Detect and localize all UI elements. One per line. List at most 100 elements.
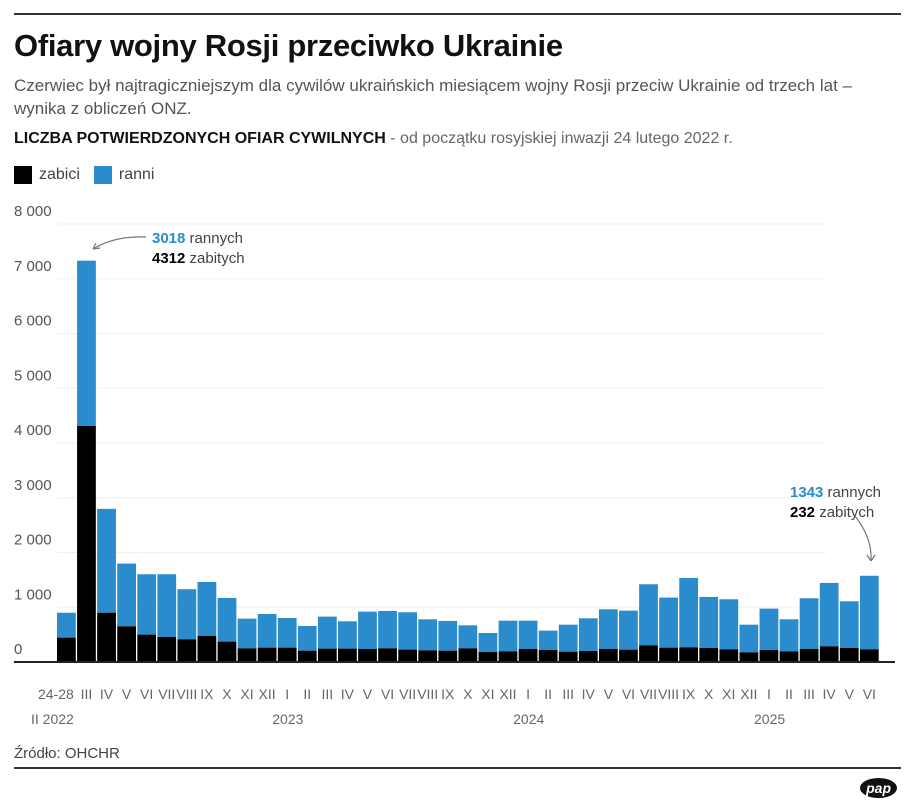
bar-killed — [137, 634, 157, 662]
arrowhead-icon — [92, 242, 101, 250]
bar-injured — [257, 613, 277, 648]
x-tick-label: IX — [682, 686, 696, 702]
x-tick-label: III — [81, 686, 93, 702]
bar-killed — [77, 425, 96, 662]
x-tick-label: V — [122, 686, 132, 702]
annotation-killed-value: 232 — [790, 504, 815, 521]
x-tick-label: I — [767, 686, 771, 702]
y-tick-label: 3 000 — [14, 477, 52, 494]
x-tick-label: V — [845, 686, 855, 702]
bar-killed — [317, 648, 337, 662]
bar-killed — [558, 651, 578, 662]
bar-killed — [257, 647, 277, 662]
x-tick-label: I — [526, 686, 530, 702]
bar-injured — [97, 508, 116, 613]
annotation-injured: 3018 rannych — [152, 230, 243, 247]
bar-injured — [398, 612, 418, 650]
bar-killed — [398, 649, 418, 662]
bottom-rule — [14, 767, 901, 769]
section-heading: LICZBA POTWIERDZONYCH OFIAR CYWILNYCH - … — [14, 130, 733, 148]
bar-killed — [297, 650, 317, 662]
year-label: II 2022 — [31, 711, 74, 727]
chart-subtitle: Czerwiec był najtragiczniejszym dla cywi… — [14, 76, 852, 118]
x-tick-label: II — [303, 686, 311, 702]
x-tick-label: VII — [158, 686, 175, 702]
bar-injured — [759, 608, 779, 651]
bar-injured — [839, 601, 859, 648]
bar-killed — [739, 652, 759, 662]
section-heading-bold: LICZBA POTWIERDZONYCH OFIAR CYWILNYCH — [14, 130, 386, 147]
bar-injured — [719, 599, 739, 650]
y-tick-label: 2 000 — [14, 532, 52, 549]
bar-injured — [217, 597, 237, 642]
bar-killed — [438, 650, 458, 662]
bar-injured — [799, 598, 819, 649]
x-tick-label: XI — [722, 686, 735, 702]
chart-title: Ofiary wojny Rosji przeciwko Ukrainie — [14, 28, 563, 63]
bar-killed — [659, 647, 678, 662]
bar-killed — [57, 637, 76, 662]
x-tick-label: III — [322, 686, 334, 702]
legend: zabici ranni — [14, 166, 154, 184]
bar-killed — [799, 648, 819, 662]
x-tick-label: XI — [240, 686, 253, 702]
bar-killed — [177, 639, 197, 662]
arrowhead-icon — [866, 554, 876, 562]
bar-injured — [478, 632, 498, 652]
y-tick-label: 5 000 — [14, 367, 52, 384]
legend-swatch-injured — [93, 166, 112, 184]
bar-injured — [418, 619, 438, 651]
annotation-arrow — [854, 515, 872, 562]
y-tick-label: 4 000 — [14, 422, 52, 439]
bar-injured — [819, 582, 839, 647]
x-tick-label: 24-28 — [38, 686, 74, 702]
y-tick-label: 0 — [14, 641, 22, 658]
x-tick-label: IX — [441, 686, 455, 702]
bar-injured — [277, 617, 297, 648]
bar-killed — [237, 648, 257, 662]
legend-swatch-killed — [14, 166, 32, 184]
x-tick-label: VII — [399, 686, 416, 702]
bar-injured — [157, 574, 177, 637]
y-tick-label: 1 000 — [14, 586, 52, 603]
bar-injured — [639, 584, 658, 646]
bar-injured — [57, 612, 76, 638]
annotation-killed-text: zabitych — [815, 504, 874, 521]
bar-killed — [859, 649, 879, 662]
bar-injured — [619, 610, 638, 650]
x-tick-label: II — [785, 686, 793, 702]
annotation-injured-value: 3018 — [152, 230, 185, 247]
bar-injured — [338, 621, 357, 649]
x-tick-label: VI — [863, 686, 876, 702]
bar-injured — [177, 589, 197, 640]
x-tick-label: X — [463, 686, 473, 702]
bar-killed — [478, 651, 498, 662]
bar-injured — [518, 620, 538, 649]
x-tick-label: IV — [582, 686, 596, 702]
bar-killed — [578, 650, 598, 662]
annotation-injured-value: 1343 — [790, 484, 823, 501]
bar-injured — [779, 619, 799, 652]
bar-killed — [518, 648, 538, 662]
bar-injured — [77, 260, 96, 426]
x-tick-label: VI — [622, 686, 635, 702]
x-tick-label: X — [222, 686, 232, 702]
bar-injured — [598, 609, 618, 649]
bar-injured — [317, 616, 337, 649]
bar-killed — [759, 650, 779, 662]
bar-killed — [378, 648, 397, 662]
bar-injured — [498, 620, 518, 652]
annotation-killed-value: 4312 — [152, 250, 185, 267]
bar-killed — [699, 647, 719, 662]
x-tick-label: II — [544, 686, 552, 702]
x-tick-label: VIII — [658, 686, 679, 702]
annotation-arrow — [92, 236, 147, 250]
legend-label-injured: ranni — [118, 166, 155, 183]
bar-killed — [538, 650, 558, 662]
x-tick-label: IV — [100, 686, 114, 702]
x-tick-label: VIII — [176, 686, 197, 702]
bar-injured — [538, 630, 558, 651]
bar-killed — [779, 651, 799, 662]
x-tick-label: VI — [140, 686, 153, 702]
bar-injured — [378, 610, 397, 649]
